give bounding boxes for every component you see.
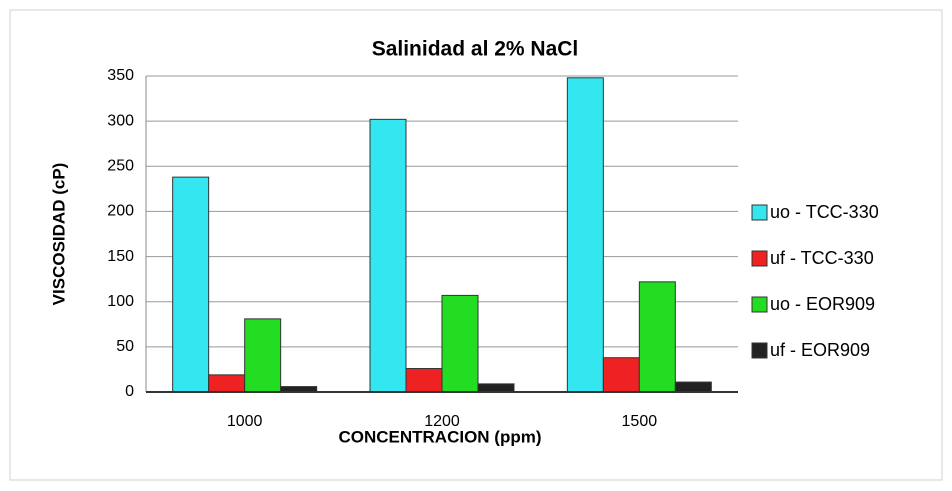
legend-label: uf - EOR909 <box>770 340 870 360</box>
y-tick-label: 200 <box>107 203 134 220</box>
y-tick-label: 300 <box>107 112 134 129</box>
y-tick-label: 250 <box>107 158 134 175</box>
bar <box>566 77 604 393</box>
y-tick-label: 0 <box>125 383 134 400</box>
x-axis-label: CONCENTRACION (ppm) <box>338 427 541 446</box>
y-tick-label: 100 <box>107 293 134 310</box>
chart-border <box>9 9 943 481</box>
bar <box>244 318 282 393</box>
bar <box>674 381 712 393</box>
y-axis-label: VISCOSIDAD (cP) <box>49 163 68 306</box>
bar <box>369 118 407 393</box>
bar <box>602 357 640 393</box>
bar <box>441 294 479 393</box>
legend-label: uf - TCC-330 <box>770 248 874 268</box>
y-tick-label: 350 <box>107 67 134 84</box>
bar <box>208 374 246 393</box>
legend-swatch <box>751 342 768 359</box>
bar <box>638 281 676 393</box>
legend-swatch <box>751 250 768 267</box>
x-tick-label: 1500 <box>622 413 658 430</box>
x-tick-label: 1200 <box>424 413 460 430</box>
x-tick-label: 1000 <box>227 413 263 430</box>
legend-label: uo - TCC-330 <box>770 202 879 222</box>
chart-title: Salinidad al 2% NaCl <box>372 38 579 61</box>
legend-label: uo - EOR909 <box>770 294 875 314</box>
bar <box>405 368 443 393</box>
legend-swatch <box>751 204 768 221</box>
y-tick-label: 150 <box>107 248 134 265</box>
y-tick-label: 50 <box>116 338 134 355</box>
legend-swatch <box>751 296 768 313</box>
bar <box>172 176 210 393</box>
bar <box>477 383 515 393</box>
